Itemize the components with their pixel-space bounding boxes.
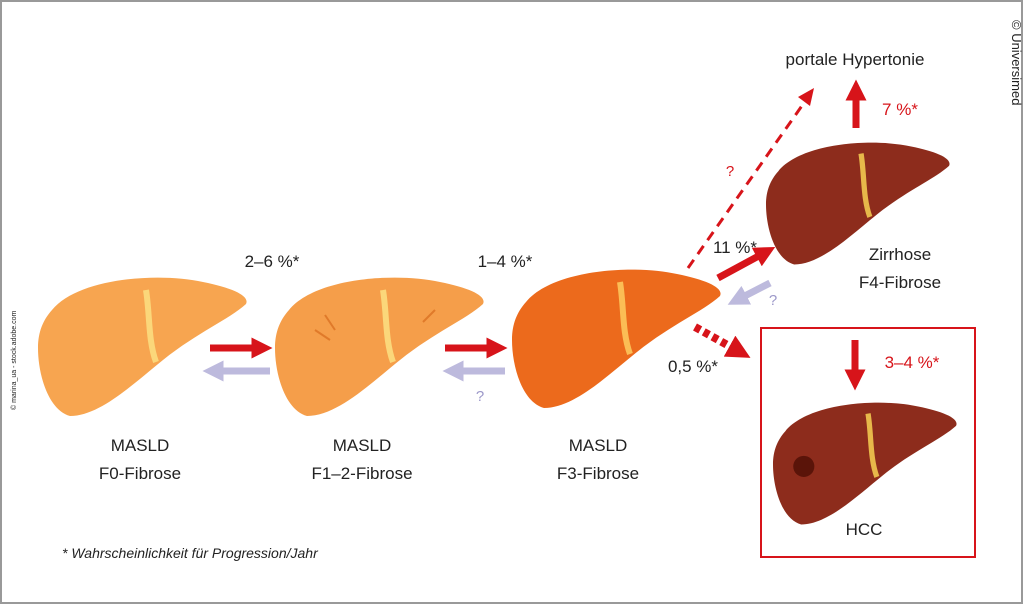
transition-label: 1–4 %* <box>478 252 533 271</box>
stage-name: Zirrhose <box>869 245 931 264</box>
liver-f4 <box>766 142 950 265</box>
liver-f3 <box>512 269 721 408</box>
liver-f0 <box>38 277 247 416</box>
stage-grade: F3-Fibrose <box>557 464 639 483</box>
image-credit: © marina_ua - stock.adobe.com <box>10 311 18 410</box>
transition-label: 11 %* <box>713 238 757 257</box>
transition-label: 2–6 %* <box>245 252 300 271</box>
stage-name: MASLD <box>333 436 392 455</box>
stage-grade: F1–2-Fibrose <box>311 464 412 483</box>
transition-label: ? <box>726 163 734 180</box>
reverse-label: ? <box>476 388 484 405</box>
stage-grade: F0-Fibrose <box>99 464 181 483</box>
stage-grade: F4-Fibrose <box>859 273 941 292</box>
transition-label: 0,5 %* <box>668 357 718 376</box>
credit: © Universimed <box>1009 20 1024 105</box>
outcome-label: portale Hypertonie <box>786 50 925 69</box>
arrows <box>202 79 867 391</box>
liver-hcc <box>773 402 957 525</box>
transition-label: 3–4 %* <box>885 353 940 372</box>
stage-name: MASLD <box>111 436 170 455</box>
liver-f1 <box>275 277 484 416</box>
transition-label: 7 %* <box>882 100 918 119</box>
stage-name: HCC <box>846 520 883 539</box>
footnote: * Wahrscheinlichkeit für Progression/Jah… <box>62 545 319 561</box>
stage-name: MASLD <box>569 436 628 455</box>
reverse-label: ? <box>769 292 777 309</box>
hcc-box <box>760 327 976 558</box>
